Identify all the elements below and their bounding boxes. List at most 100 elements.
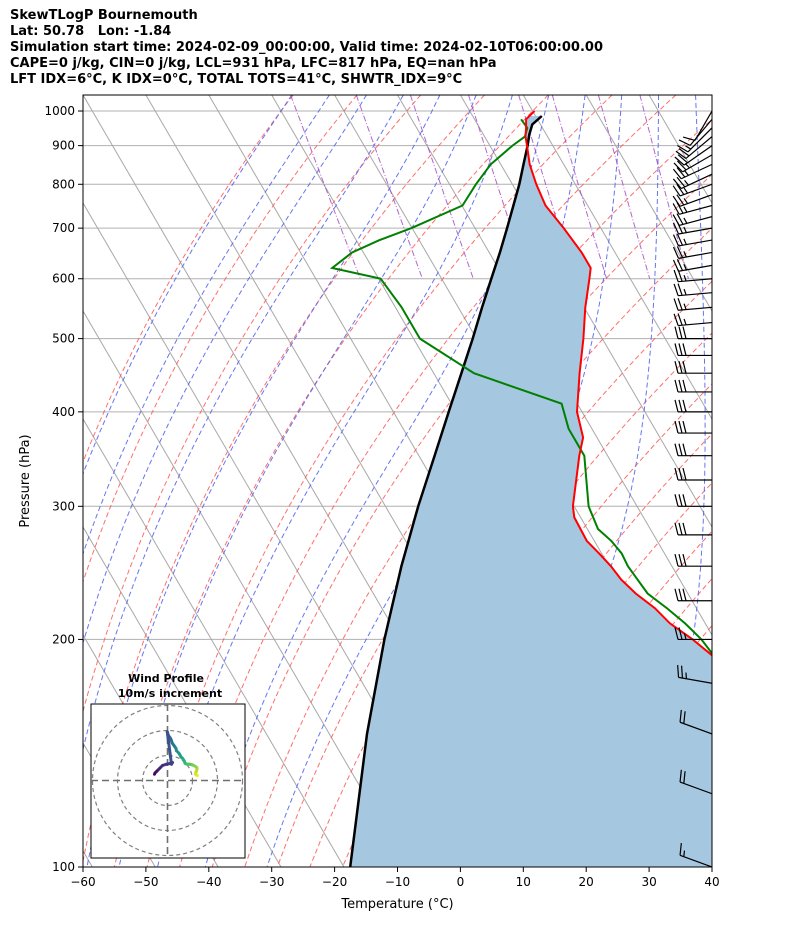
wind-barb-flag — [672, 178, 682, 189]
y-tick-label: 300 — [52, 499, 75, 513]
wind-barb-flag — [678, 443, 683, 456]
wind-barb-half-flag — [683, 303, 687, 310]
wind-barb — [672, 246, 712, 259]
wind-barb-flag — [683, 771, 686, 784]
wind-barb-half-flag — [683, 251, 687, 258]
wind-barb — [672, 173, 712, 190]
wind-barb-half-flag — [683, 288, 687, 296]
wind-barb-half-flag — [683, 238, 687, 245]
wind-barb-flag — [678, 139, 691, 146]
y-tick-label: 700 — [52, 221, 75, 235]
y-tick-label: 400 — [52, 405, 75, 419]
wind-barb-flag — [682, 467, 687, 481]
wind-barb-flag — [678, 379, 683, 393]
wind-barb-flag — [674, 588, 679, 601]
wind-barb — [674, 326, 712, 340]
y-tick-label: 200 — [52, 632, 75, 646]
wind-barb-flag — [678, 522, 683, 536]
wind-barb-flag — [682, 554, 687, 567]
wind-barb-flag — [672, 222, 680, 235]
wind-barb-half-flag — [683, 206, 688, 213]
wind-barb-flag — [674, 156, 685, 166]
wind-barb-half-flag — [683, 318, 687, 326]
wind-barb-half-flag — [683, 633, 687, 640]
wind-barb — [672, 163, 712, 180]
wind-barb-staff — [680, 163, 712, 180]
wind-barb-half-flag — [683, 187, 689, 194]
y-tick-label: 1000 — [44, 104, 75, 118]
x-axis-label: Temperature (°C) — [340, 897, 453, 912]
wind-barb-flag — [673, 298, 679, 311]
wind-barb-flag — [675, 150, 687, 159]
wind-barb-half-flag — [685, 145, 692, 150]
wind-barb — [673, 154, 712, 173]
dry-adiabat — [83, 95, 294, 464]
wind-barb-half-flag — [683, 217, 688, 224]
cape-indices-text: CAPE=0 j/kg, CIN=0 j/kg, LCL=931 hPa, LF… — [10, 56, 497, 71]
moist-adiabat — [86, 95, 441, 867]
dry-adiabat — [83, 95, 485, 864]
wind-barb-flag — [677, 313, 683, 326]
wind-barb-flag — [679, 709, 682, 723]
wind-barb-staff — [683, 145, 712, 166]
wind-barb-flag — [678, 627, 683, 640]
wind-barb-flag — [676, 194, 685, 206]
wind-barb-flag — [682, 399, 687, 412]
wind-barb-flag — [676, 233, 684, 246]
wind-barb-flag — [678, 420, 683, 434]
hodograph-subtitle: 10m/s increment — [118, 687, 222, 700]
wind-barb-flag — [672, 185, 681, 197]
isotherm — [83, 849, 93, 867]
wind-barb-flag — [674, 443, 679, 456]
dry-adiabat — [83, 95, 422, 714]
wind-barb-flag — [676, 183, 685, 195]
wind-barb-flag — [678, 148, 690, 157]
wind-barb-staff — [678, 278, 712, 283]
wind-barb — [674, 145, 712, 166]
x-tick-label: 20 — [579, 875, 594, 889]
wind-barb-flag — [673, 162, 683, 173]
isotherm — [83, 310, 408, 867]
x-tick-label: −20 — [322, 875, 347, 889]
dry-adiabat — [113, 95, 549, 867]
wind-barb-flag — [672, 234, 680, 247]
wind-barb-staff — [678, 264, 712, 272]
wind-barb-flag — [682, 420, 687, 434]
wind-barb-staff — [678, 239, 712, 247]
wind-barb-flag — [672, 259, 680, 272]
wind-barb-flag — [679, 769, 682, 783]
x-tick-label: 40 — [704, 875, 719, 889]
location-text: Lat: 50.78 Lon: -1.84 — [10, 24, 172, 39]
y-axis-label: Pressure (hPa) — [18, 434, 33, 527]
wind-barb-staff — [679, 183, 712, 197]
wind-barb — [674, 554, 712, 567]
wind-barb — [677, 664, 712, 684]
wind-barb-flag — [679, 843, 682, 856]
wind-barb — [672, 213, 712, 226]
wind-barb — [675, 136, 712, 159]
title-block: SkewTLogP Bournemouth Lat: 50.78 Lon: -1… — [10, 8, 603, 88]
profile-lines — [329, 110, 712, 867]
dry-adiabat — [733, 95, 794, 867]
moist-adiabat — [118, 95, 477, 867]
isotherm — [522, 95, 712, 420]
wind-barb — [674, 343, 712, 357]
cape-cin-shading — [350, 116, 712, 867]
x-tick-label: −10 — [385, 875, 410, 889]
wind-barb-half-flag — [683, 274, 687, 282]
x-tick-label: −50 — [133, 875, 158, 889]
wind-barb — [679, 769, 712, 795]
wind-barb-flag — [682, 343, 687, 356]
wind-barb-staff — [678, 321, 712, 327]
moist-adiabat — [83, 95, 330, 556]
isotherm — [83, 417, 345, 867]
wind-barb — [672, 194, 712, 207]
wind-barb-staff — [678, 227, 712, 235]
dewpoint-line — [329, 118, 712, 655]
wind-barb-flag — [677, 145, 689, 153]
moist-adiabat — [157, 95, 513, 867]
wind-barb — [677, 127, 712, 153]
wind-barb-staff — [687, 127, 712, 153]
wind-barb — [674, 399, 712, 413]
wind-barb — [672, 258, 712, 272]
